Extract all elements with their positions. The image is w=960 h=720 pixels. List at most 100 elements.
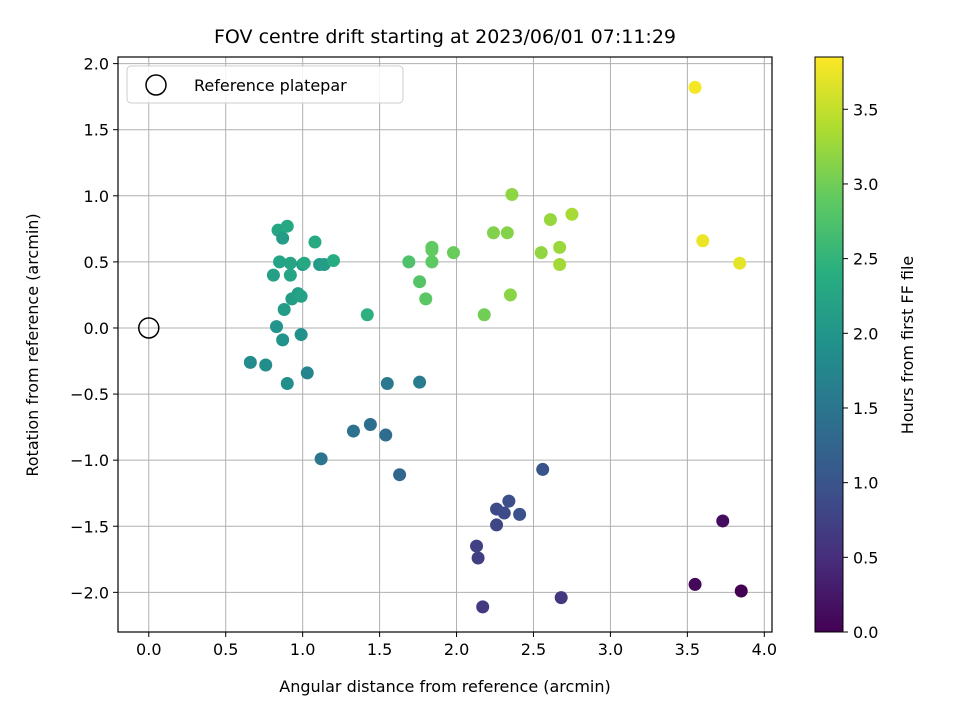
colorbar-tick-label: 3.0: [853, 175, 878, 194]
data-point: [476, 600, 490, 614]
data-point: [379, 428, 393, 442]
y-tick-label: −0.5: [70, 385, 109, 404]
legend: Reference platepar: [126, 65, 404, 104]
data-point: [425, 240, 439, 254]
data-point: [716, 514, 730, 528]
data-point: [393, 468, 407, 482]
x-tick-label: 4.0: [752, 640, 777, 659]
data-point: [553, 258, 567, 272]
data-point: [346, 424, 360, 438]
data-point: [502, 494, 516, 508]
colorbar-tick-label: 3.5: [853, 100, 878, 119]
data-point: [276, 231, 290, 245]
data-point: [543, 213, 557, 227]
x-axis-label: Angular distance from reference (arcmin): [279, 677, 610, 696]
data-point: [314, 452, 328, 466]
y-tick-label: 2.0: [84, 55, 109, 74]
data-point: [486, 226, 500, 240]
data-point: [413, 375, 427, 389]
data-point: [360, 308, 374, 322]
colorbar-tick-label: 2.0: [853, 324, 878, 343]
data-point: [490, 518, 504, 532]
x-tick-label: 0.0: [136, 640, 161, 659]
colorbar-gradient: [814, 56, 844, 633]
data-point: [471, 551, 485, 565]
y-tick-label: 1.5: [84, 121, 109, 140]
y-tick-label: −1.5: [70, 517, 109, 536]
data-point: [259, 358, 273, 372]
data-point: [446, 246, 460, 260]
data-point: [565, 207, 579, 221]
data-point: [734, 584, 748, 598]
x-axis-ticks: 0.0 0.5 1.0 1.5 2.0 2.5 3.0 3.5 4.0: [136, 632, 777, 659]
reference-marker: [138, 317, 160, 339]
grid-lines: [118, 57, 772, 632]
data-point: [553, 240, 567, 254]
x-tick-label: 3.5: [675, 640, 700, 659]
x-tick-label: 1.5: [367, 640, 392, 659]
data-point: [733, 256, 747, 270]
data-point: [477, 308, 491, 322]
data-point: [503, 288, 517, 302]
x-tick-label: 2.5: [521, 640, 546, 659]
data-point: [470, 539, 484, 553]
colorbar-label: Hours from first FF file: [898, 256, 917, 435]
x-tick-label: 2.0: [444, 640, 469, 659]
data-point: [696, 234, 710, 248]
data-point: [425, 255, 439, 269]
x-tick-label: 1.0: [290, 640, 315, 659]
y-tick-label: 0.0: [84, 319, 109, 338]
data-point: [363, 417, 377, 431]
data-point: [380, 376, 394, 390]
data-point: [402, 255, 416, 269]
colorbar-tick-label: 1.5: [853, 399, 878, 418]
data-point: [326, 254, 340, 268]
data-point: [294, 328, 308, 342]
plot-frame: [117, 56, 773, 633]
y-tick-label: −1.0: [70, 451, 109, 470]
data-point: [536, 462, 550, 476]
legend-entry-reference: Reference platepar: [194, 76, 347, 95]
data-point: [294, 289, 308, 303]
data-point: [500, 226, 514, 240]
data-point: [554, 591, 568, 605]
y-axis-label: Rotation from reference (arcmin): [23, 213, 42, 476]
colorbar-tick-label: 1.0: [853, 474, 878, 493]
legend-marker-reference: [145, 74, 167, 96]
y-tick-label: 0.5: [84, 253, 109, 272]
data-point: [413, 275, 427, 289]
colorbar-tick-label: 2.5: [853, 250, 878, 269]
data-point: [283, 268, 297, 282]
data-point: [300, 366, 314, 380]
data-point: [283, 256, 297, 270]
data-point: [280, 219, 294, 233]
colorbar-tick-label: 0.0: [853, 623, 878, 642]
y-tick-label: −2.0: [70, 583, 109, 602]
colorbar-ticks: 0.0 0.5 1.0 1.5 2.0 2.5 3.0 3.5: [843, 100, 878, 642]
data-point: [688, 80, 702, 94]
data-point: [308, 235, 322, 249]
data-point: [276, 333, 290, 347]
legend-box: [126, 65, 404, 104]
data-points: [243, 80, 748, 614]
y-axis-ticks: −2.0 −1.5 −1.0 −0.5 0.0 0.5 1.0 1.5 2.0: [70, 55, 118, 602]
data-point: [243, 355, 257, 369]
data-point: [273, 255, 287, 269]
colorbar-tick-label: 0.5: [853, 548, 878, 567]
colorbar: 0.0 0.5 1.0 1.5 2.0 2.5 3.0 3.5 Hours from firs…: [814, 56, 917, 642]
y-tick-label: 1.0: [84, 187, 109, 206]
data-point: [266, 268, 280, 282]
data-point: [297, 256, 311, 270]
data-point: [280, 376, 294, 390]
data-point: [419, 292, 433, 306]
data-point: [688, 577, 702, 591]
chart-title: FOV centre drift starting at 2023/06/01 …: [214, 26, 676, 48]
x-tick-label: 0.5: [213, 640, 238, 659]
data-point: [534, 246, 548, 260]
data-point: [277, 302, 291, 316]
data-point: [505, 187, 519, 201]
data-point: [513, 507, 527, 521]
x-tick-label: 3.0: [598, 640, 623, 659]
data-point: [497, 506, 511, 520]
